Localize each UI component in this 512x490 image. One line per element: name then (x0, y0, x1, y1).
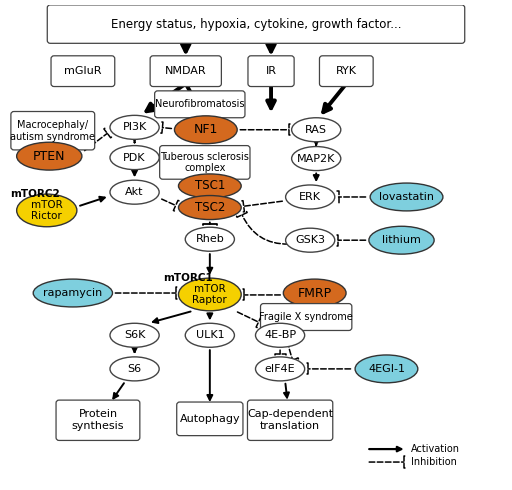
Text: mTOR
Rictor: mTOR Rictor (31, 199, 62, 221)
Ellipse shape (355, 355, 418, 383)
Ellipse shape (370, 183, 443, 211)
Text: rapamycin: rapamycin (43, 288, 102, 298)
FancyBboxPatch shape (160, 146, 250, 179)
Ellipse shape (17, 194, 77, 227)
FancyBboxPatch shape (247, 400, 333, 441)
Text: S6K: S6K (124, 330, 145, 340)
Text: Activation: Activation (411, 444, 460, 454)
Text: TSC2: TSC2 (195, 201, 225, 214)
Text: RAS: RAS (305, 125, 327, 135)
Text: PDK: PDK (123, 152, 146, 163)
Ellipse shape (369, 226, 434, 254)
Text: 4EGI-1: 4EGI-1 (368, 364, 405, 374)
Text: NMDAR: NMDAR (165, 66, 206, 76)
Text: mTOR
Raptor: mTOR Raptor (193, 284, 227, 305)
Ellipse shape (185, 227, 234, 251)
Ellipse shape (255, 323, 305, 347)
Text: ERK: ERK (299, 192, 321, 202)
Ellipse shape (292, 118, 341, 142)
Text: mTORC1: mTORC1 (163, 272, 213, 283)
Text: Protein
synthesis: Protein synthesis (72, 410, 124, 431)
Text: Cap-dependent
translation: Cap-dependent translation (247, 410, 333, 431)
Ellipse shape (292, 147, 341, 171)
Ellipse shape (33, 279, 113, 307)
Text: S6: S6 (127, 364, 142, 374)
FancyBboxPatch shape (177, 402, 243, 436)
FancyBboxPatch shape (319, 56, 373, 87)
Ellipse shape (17, 142, 82, 170)
Text: lithium: lithium (382, 235, 421, 245)
Ellipse shape (179, 278, 241, 311)
Ellipse shape (179, 174, 241, 198)
FancyBboxPatch shape (11, 112, 95, 150)
Text: Tuberous sclerosis
complex: Tuberous sclerosis complex (160, 151, 249, 173)
Ellipse shape (283, 279, 346, 307)
Text: Energy status, hypoxia, cytokine, growth factor...: Energy status, hypoxia, cytokine, growth… (111, 18, 401, 30)
Text: mTORC2: mTORC2 (10, 189, 60, 198)
Text: mGluR: mGluR (64, 66, 102, 76)
Text: Inhibition: Inhibition (411, 457, 456, 467)
Text: Akt: Akt (125, 187, 144, 197)
Text: Rheb: Rheb (196, 234, 224, 244)
Text: TSC1: TSC1 (195, 179, 225, 193)
Text: GSK3: GSK3 (295, 235, 325, 245)
Ellipse shape (175, 116, 237, 144)
FancyBboxPatch shape (150, 56, 221, 87)
FancyBboxPatch shape (261, 304, 352, 330)
FancyBboxPatch shape (51, 56, 115, 87)
Text: FMRP: FMRP (297, 287, 332, 299)
Text: RYK: RYK (336, 66, 357, 76)
Ellipse shape (179, 196, 241, 220)
Text: NF1: NF1 (194, 123, 218, 136)
Text: IR: IR (266, 66, 276, 76)
Text: ULK1: ULK1 (196, 330, 224, 340)
Ellipse shape (255, 357, 305, 381)
Text: MAP2K: MAP2K (297, 153, 335, 164)
Ellipse shape (110, 180, 159, 204)
FancyBboxPatch shape (56, 400, 140, 441)
Text: PTEN: PTEN (33, 149, 66, 163)
FancyBboxPatch shape (155, 91, 245, 118)
Ellipse shape (110, 146, 159, 170)
Ellipse shape (110, 323, 159, 347)
Ellipse shape (110, 357, 159, 381)
Text: lovastatin: lovastatin (379, 192, 434, 202)
Text: Fragile X syndrome: Fragile X syndrome (259, 312, 353, 322)
Text: PI3K: PI3K (122, 122, 147, 132)
Text: Macrocephaly/
autism syndrome: Macrocephaly/ autism syndrome (10, 120, 95, 142)
Ellipse shape (110, 115, 159, 139)
FancyBboxPatch shape (248, 56, 294, 87)
Ellipse shape (286, 228, 335, 252)
FancyBboxPatch shape (47, 5, 465, 43)
Text: Autophagy: Autophagy (180, 414, 240, 424)
Ellipse shape (185, 323, 234, 347)
Text: Neurofibromatosis: Neurofibromatosis (155, 99, 245, 109)
Text: eIF4E: eIF4E (265, 364, 295, 374)
Ellipse shape (286, 185, 335, 209)
Text: 4E-BP: 4E-BP (264, 330, 296, 340)
